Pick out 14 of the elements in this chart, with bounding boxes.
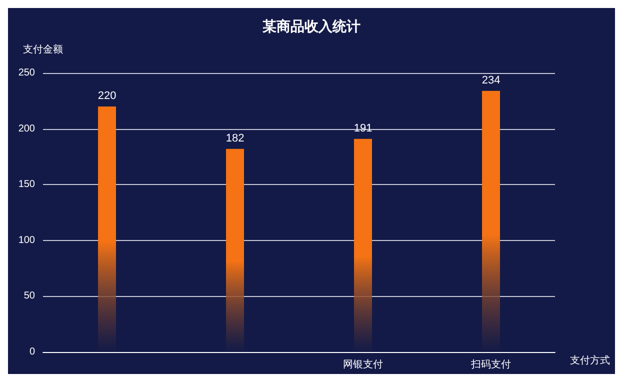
chart-title: 某商品收入统计 [262, 18, 360, 34]
y-axis-title: 支付金额 [23, 44, 63, 56]
x-tick-label: 网银支付 [343, 358, 383, 370]
y-tick-label: 50 [24, 290, 36, 302]
y-tick-label: 0 [29, 346, 36, 358]
x-axis-title: 支付方式 [570, 354, 610, 366]
y-tick-label: 100 [18, 234, 36, 246]
y-tick-label: 250 [18, 68, 36, 78]
y-tick-label: 150 [18, 179, 36, 190]
data-label: 220 [98, 90, 116, 102]
data-label: 182 [226, 132, 244, 144]
x-tick-label: 扫码支付 [470, 358, 511, 370]
y-tick-label: 200 [18, 123, 36, 134]
data-label: 234 [482, 74, 500, 86]
